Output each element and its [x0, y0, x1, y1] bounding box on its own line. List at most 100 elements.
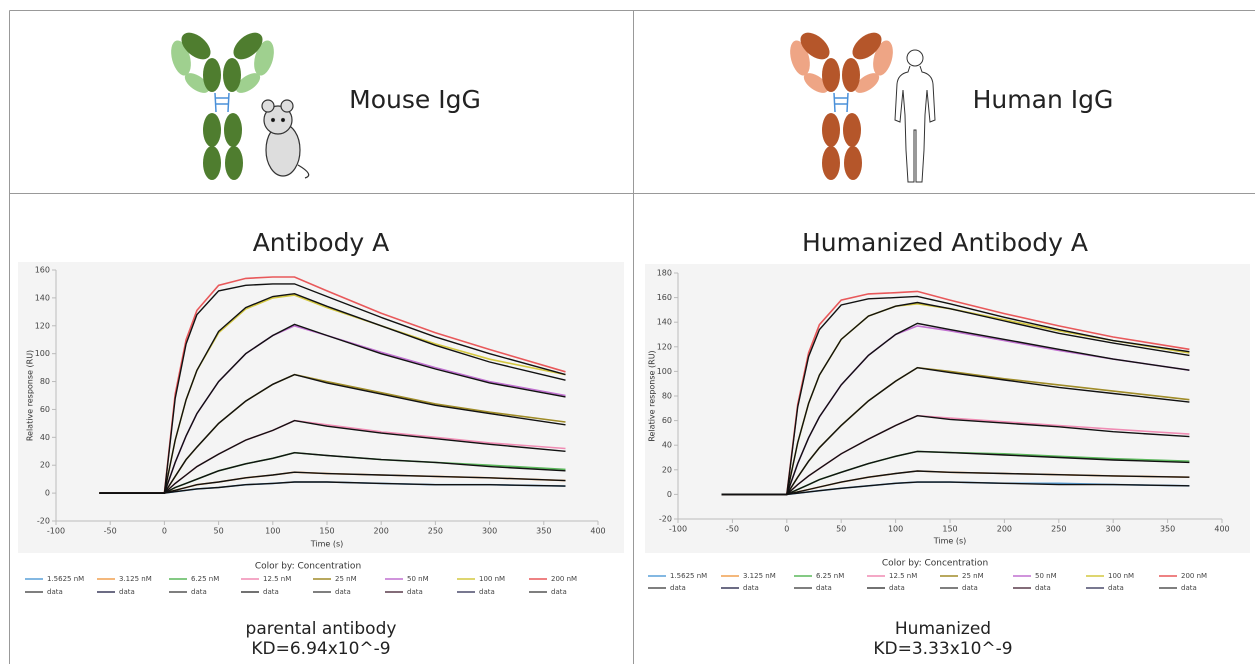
series-line	[99, 451, 566, 494]
plot-background	[645, 264, 1250, 553]
legend-label: data	[816, 584, 832, 592]
legend-label: 12.5 nM	[889, 572, 917, 580]
y-tick-label: 180	[657, 269, 672, 278]
legend-label: data	[1181, 584, 1197, 592]
y-tick-label: 80	[662, 392, 672, 401]
y-axis-label: Relative response (RU)	[648, 350, 657, 441]
y-tick-label: 160	[657, 293, 672, 302]
y-tick-label: 0	[667, 490, 672, 499]
y-axis-label: Relative response (RU)	[26, 350, 35, 441]
x-tick-label: 250	[428, 527, 443, 536]
kd-value: KD=3.33x10^-9	[873, 639, 1012, 659]
legend-label: 6.25 nM	[191, 575, 219, 583]
series-line	[721, 366, 1190, 496]
legend-label: 100 nM	[479, 575, 505, 583]
legend-label: data	[335, 588, 351, 596]
caption: Humanized	[895, 619, 991, 639]
x-tick-label: 100	[265, 527, 280, 536]
y-tick-label: -20	[37, 517, 50, 526]
x-tick-label: 350	[1160, 525, 1175, 534]
series-line	[721, 450, 1190, 496]
x-tick-label: 0	[162, 527, 167, 536]
chart-title: Humanized Antibody A	[802, 228, 1088, 257]
legend-label: 12.5 nM	[263, 575, 291, 583]
x-tick-label: -100	[669, 525, 687, 534]
legend-label: data	[47, 588, 63, 596]
legend-label: data	[1108, 584, 1124, 592]
legend-label: 1.5625 nM	[670, 572, 707, 580]
x-tick-label: 50	[836, 525, 846, 534]
x-tick-label: 100	[888, 525, 903, 534]
series-line	[721, 301, 1190, 496]
series-line	[99, 323, 566, 494]
human-antibody-icon	[790, 32, 893, 180]
legend-label: 200 nM	[551, 575, 577, 583]
legend-label: data	[889, 584, 905, 592]
legend-label: data	[191, 588, 207, 596]
y-tick-label: 80	[40, 377, 50, 386]
x-tick-label: 400	[1214, 525, 1229, 534]
x-tick-label: 0	[784, 525, 789, 534]
human-icon	[894, 49, 936, 183]
caption: parental antibody	[246, 619, 397, 639]
mouse-antibody-icon	[171, 32, 274, 180]
series-line	[99, 276, 566, 494]
series-line	[721, 295, 1190, 496]
series-line	[99, 283, 566, 494]
series-line	[721, 481, 1190, 496]
panel-label: Mouse IgG	[349, 85, 481, 114]
legend-label: 50 nM	[407, 575, 429, 583]
legend-label: 50 nM	[1035, 572, 1057, 580]
legend-label: 6.25 nM	[816, 572, 844, 580]
x-tick-label: -100	[47, 527, 65, 536]
x-tick-label: 350	[536, 527, 551, 536]
series-line	[99, 292, 566, 494]
legend-label: 200 nM	[1181, 572, 1207, 580]
legend-label: data	[119, 588, 135, 596]
y-tick-label: 100	[35, 349, 50, 358]
series-line	[721, 322, 1190, 496]
legend-label: 25 nM	[962, 572, 984, 580]
legend-title: Color by: Concentration	[255, 562, 361, 572]
chart-title: Antibody A	[253, 228, 390, 257]
legend-label: data	[551, 588, 567, 596]
series-line	[99, 481, 566, 494]
legend-label: data	[962, 584, 978, 592]
panel-label: Human IgG	[973, 85, 1114, 114]
y-tick-label: 40	[40, 433, 50, 442]
legend-label: data	[743, 584, 759, 592]
x-tick-label: -50	[726, 525, 739, 534]
series-line	[721, 414, 1190, 496]
y-tick-label: 20	[662, 465, 672, 474]
x-tick-label: 150	[942, 525, 957, 534]
x-tick-label: 300	[482, 527, 497, 536]
y-tick-label: 0	[45, 489, 50, 498]
table-grid	[9, 10, 1255, 664]
legend-label: data	[263, 588, 279, 596]
legend-title: Color by: Concentration	[882, 559, 988, 569]
legend-label: data	[670, 584, 686, 592]
legend-label: 1.5625 nM	[47, 575, 84, 583]
legend-label: 3.125 nM	[743, 572, 776, 580]
y-tick-label: 60	[40, 405, 50, 414]
x-tick-label: 200	[374, 527, 389, 536]
legend-label: data	[1035, 584, 1051, 592]
y-tick-label: 40	[662, 441, 672, 450]
series-line	[99, 419, 566, 494]
series-line	[99, 471, 566, 494]
y-tick-label: 140	[35, 293, 50, 302]
y-tick-label: 140	[657, 318, 672, 327]
x-tick-label: 300	[1106, 525, 1121, 534]
x-tick-label: -50	[104, 527, 117, 536]
plot-background	[18, 262, 624, 553]
y-tick-label: 120	[35, 321, 50, 330]
y-tick-label: 120	[657, 342, 672, 351]
x-tick-label: 400	[590, 527, 605, 536]
y-tick-label: 20	[40, 461, 50, 470]
kd-value: KD=6.94x10^-9	[251, 639, 390, 659]
x-tick-label: 150	[319, 527, 334, 536]
x-tick-label: 50	[214, 527, 224, 536]
y-tick-label: -20	[659, 515, 672, 524]
mouse-icon	[261, 99, 310, 179]
